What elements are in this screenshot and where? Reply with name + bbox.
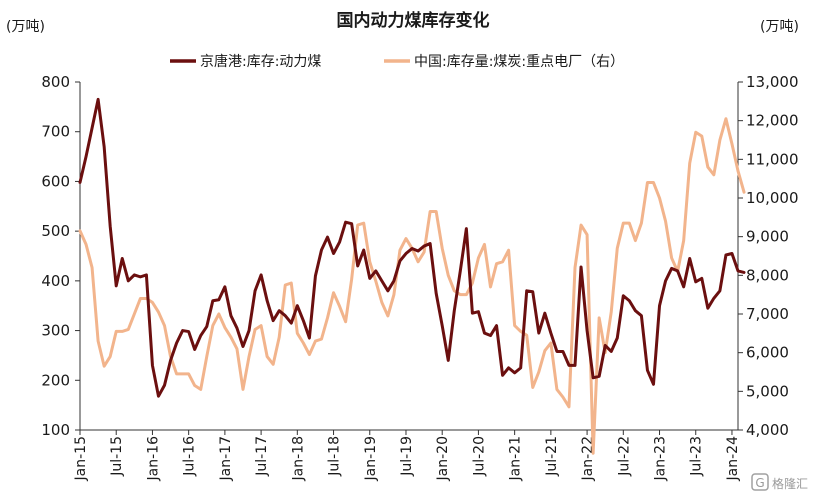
x-tick-label: Jan-19 (363, 436, 379, 481)
legend: 京唐港:库存:动力煤 中国:库存量:煤炭:重点电厂（右） (170, 53, 624, 70)
left-tick-label: 200 (41, 371, 70, 389)
x-tick-label: Jul-18 (327, 436, 343, 477)
right-tick-label: 13,000 (746, 73, 799, 91)
left-tick-label: 100 (41, 421, 70, 439)
left-tick-label: 800 (41, 73, 70, 91)
left-tick-label: 700 (41, 123, 70, 141)
x-tick-label: Jul-21 (544, 436, 560, 477)
x-tick-label: Jan-24 (725, 436, 741, 482)
left-tick-label: 400 (41, 272, 70, 290)
x-tick-label: Jan-23 (653, 436, 669, 481)
right-tick-label: 9,000 (746, 228, 789, 246)
x-tick-label: Jan-16 (145, 436, 161, 482)
left-tick-label: 300 (41, 322, 70, 340)
right-tick-label: 7,000 (746, 305, 789, 323)
right-tick-label: 4,000 (746, 421, 789, 439)
watermark-logo-glyph: G (755, 476, 764, 490)
x-tick-label: Jul-17 (254, 436, 270, 477)
left-tick-label: 600 (41, 172, 70, 190)
series-line-2 (78, 117, 746, 455)
right-tick-label: 12,000 (746, 112, 799, 130)
legend-label-series-1: 京唐港:库存:动力煤 (200, 53, 321, 70)
right-tick-label: 5,000 (746, 382, 789, 400)
right-tick-label: 10,000 (746, 189, 799, 207)
x-tick-label: Jul-20 (471, 436, 487, 477)
left-axis-unit: (万吨) (6, 19, 45, 35)
x-tick-label: Jan-21 (508, 436, 524, 481)
series-line-1 (78, 97, 746, 398)
right-tick-label: 6,000 (746, 344, 789, 362)
right-tick-label: 11,000 (746, 150, 799, 168)
x-tick-label: Jan-18 (290, 436, 306, 481)
x-tick-label: Jul-15 (109, 436, 125, 477)
watermark: G 格隆汇 (751, 473, 808, 491)
x-tick-label: Jan-17 (218, 436, 234, 481)
series-layer (78, 97, 746, 455)
x-tick-label: Jul-23 (689, 436, 705, 477)
x-tick-label: Jul-19 (399, 436, 415, 477)
chart-title: 国内动力煤库存变化 (337, 10, 490, 31)
legend-label-series-2: 中国:库存量:煤炭:重点电厂（右） (414, 54, 624, 70)
axes: 100 200 300 400 500 600 700 800 4,000 5,000 6,000 7… (41, 73, 798, 481)
x-tick-label: Jul-22 (616, 436, 632, 477)
x-tick-label: Jan-20 (435, 436, 451, 481)
right-axis-unit: (万吨) (760, 19, 799, 35)
x-tick-label: Jan-15 (73, 436, 89, 481)
right-tick-label: 8,000 (746, 266, 789, 284)
watermark-text: 格隆汇 (772, 476, 808, 491)
x-tick-label: Jul-16 (182, 436, 198, 477)
left-tick-label: 500 (41, 222, 70, 240)
watermark-logo-icon (751, 473, 769, 491)
